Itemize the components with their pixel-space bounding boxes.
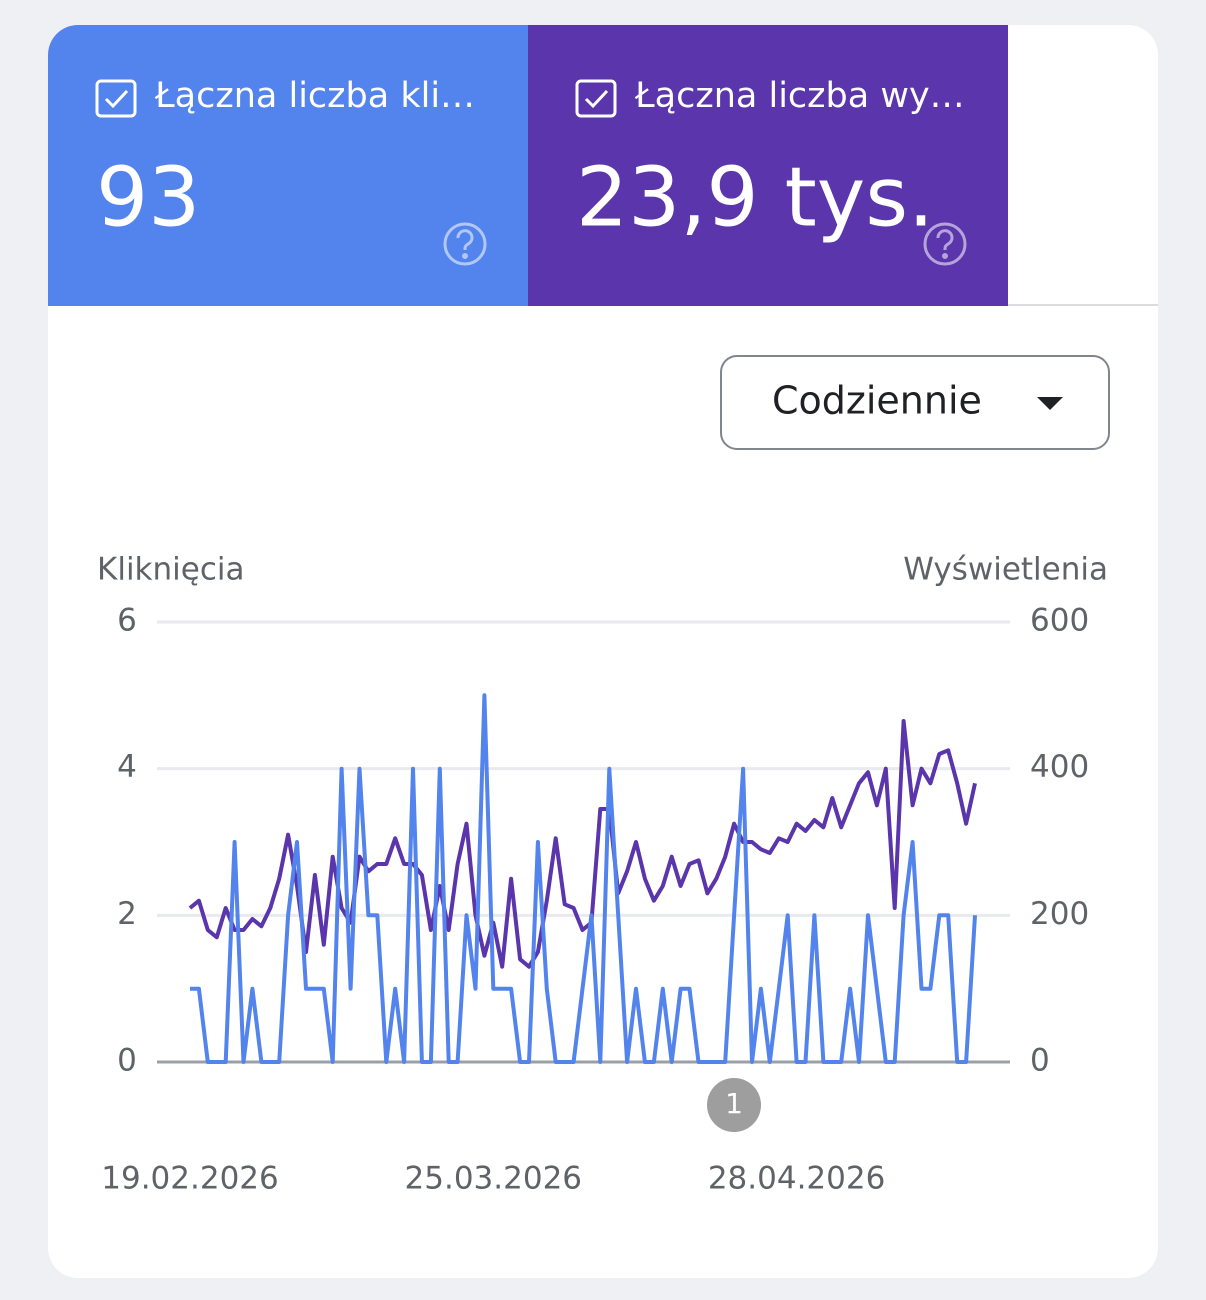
y2-tick-label: 600: [1030, 603, 1089, 639]
annotation-label: 1: [725, 1087, 743, 1120]
y2-tick-label: 400: [1030, 749, 1089, 785]
y-tick-label: 4: [117, 749, 137, 785]
x-tick-label: 19.02.2026: [101, 1161, 279, 1197]
y-axis-title: Kliknięcia: [97, 552, 245, 588]
series-line: [188, 719, 977, 969]
metric-label: Łączna liczba kli…: [154, 76, 475, 116]
annotation-marker: [707, 1078, 761, 1132]
metric-value: 93: [96, 150, 200, 245]
dropdown-label: Codziennie: [772, 379, 982, 423]
metric-tile[interactable]: [528, 25, 1008, 306]
y2-tick-label: 0: [1030, 1043, 1050, 1079]
metric-tile[interactable]: [48, 25, 528, 306]
metric-label: Łączna liczba wy…: [634, 76, 965, 116]
checkbox[interactable]: [95, 79, 617, 118]
x-tick-label: 25.03.2026: [405, 1161, 583, 1197]
y2-axis-title: Wyświetlenia: [903, 552, 1108, 588]
dropdown[interactable]: [720, 355, 1110, 450]
series-line: [190, 693, 977, 1064]
card: [48, 25, 1158, 1278]
x-tick-label: 28.04.2026: [708, 1161, 886, 1197]
y-tick-label: 6: [117, 603, 137, 639]
y-tick-label: 2: [117, 896, 137, 932]
y2-tick-label: 200: [1030, 896, 1089, 932]
y-tick-label: 0: [117, 1043, 137, 1079]
metric-value: 23,9 tys.: [576, 150, 934, 245]
dropdown-arrow: [1037, 397, 1063, 410]
help-icon[interactable]: [443, 222, 967, 266]
